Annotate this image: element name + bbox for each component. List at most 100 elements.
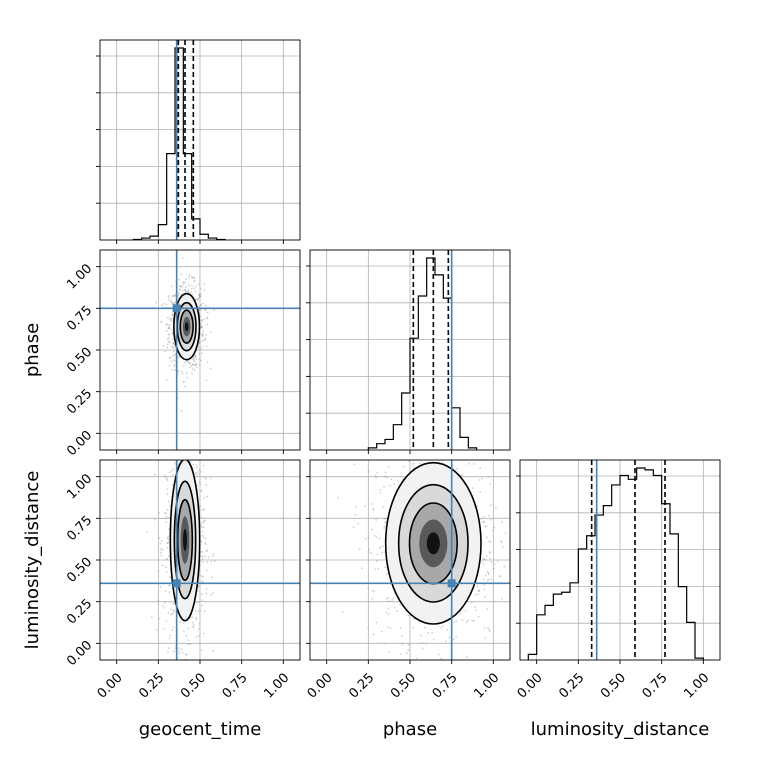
- sample-point: [171, 338, 174, 341]
- x-tick-label: 1.00: [261, 670, 292, 701]
- sample-point: [157, 512, 160, 515]
- sample-point: [161, 604, 164, 607]
- sample-point: [163, 474, 166, 477]
- sample-point: [199, 505, 201, 508]
- sample-point: [204, 543, 207, 546]
- sample-point: [406, 652, 408, 654]
- x-tick-label: 0.50: [598, 670, 629, 701]
- sample-point: [427, 631, 429, 634]
- sample-point: [178, 278, 181, 281]
- sample-point: [483, 563, 485, 566]
- sample-point: [188, 362, 191, 364]
- sample-point: [464, 610, 467, 613]
- sample-point: [181, 663, 183, 665]
- y-tick-label: 0.75: [64, 513, 95, 544]
- y-tick-label: 1.00: [64, 471, 95, 502]
- sample-point: [213, 559, 216, 562]
- sample-point: [172, 355, 174, 357]
- sample-point: [353, 463, 356, 466]
- sample-point: [511, 538, 513, 540]
- sample-point: [481, 561, 483, 564]
- sample-point: [182, 622, 185, 625]
- sample-point: [170, 320, 173, 323]
- sample-point: [388, 484, 391, 487]
- sample-point: [164, 589, 167, 592]
- sample-point: [200, 524, 202, 527]
- sample-point: [166, 343, 169, 346]
- sample-point: [204, 337, 207, 340]
- hist-panel-phase: [306, 249, 511, 454]
- sample-point: [524, 564, 526, 566]
- sample-point: [489, 541, 492, 543]
- sample-point: [161, 548, 164, 551]
- sample-point: [210, 331, 212, 334]
- sample-point: [169, 576, 171, 579]
- sample-point: [172, 342, 174, 345]
- sample-point: [179, 447, 181, 449]
- sample-point: [493, 563, 496, 566]
- hist-panel-geocent_time: [96, 39, 301, 244]
- sample-point: [161, 564, 164, 567]
- injection-marker: [172, 579, 181, 588]
- sample-point: [170, 360, 173, 363]
- histogram-phase: [367, 257, 478, 450]
- sample-point: [352, 526, 355, 528]
- sample-point: [168, 591, 171, 593]
- sample-point: [487, 626, 489, 629]
- sample-point: [195, 617, 198, 619]
- sample-point: [428, 453, 430, 455]
- sample-point: [488, 628, 490, 631]
- sample-point: [202, 345, 205, 347]
- sample-point: [209, 367, 212, 370]
- sample-point: [407, 649, 410, 651]
- histogram-luminosity_distance: [527, 467, 704, 660]
- sample-point: [419, 462, 421, 465]
- sample-point: [188, 431, 190, 433]
- x-tick-label: 0.00: [515, 670, 546, 701]
- injection-marker: [172, 304, 181, 313]
- sample-point: [168, 327, 171, 330]
- sample-point: [199, 315, 202, 318]
- sample-point: [467, 619, 470, 622]
- sample-point: [192, 357, 195, 360]
- sample-point: [206, 495, 208, 498]
- sample-point: [198, 309, 201, 312]
- x-tick-label: 1.00: [471, 670, 502, 701]
- sample-point: [430, 457, 432, 459]
- x-tick-label: 1.00: [681, 670, 712, 701]
- sample-point: [212, 592, 214, 595]
- sample-point: [178, 442, 180, 444]
- sample-point: [172, 452, 174, 454]
- sample-point: [180, 700, 182, 702]
- sample-point: [415, 657, 418, 660]
- x-axis-label-geocent_time: geocent_time: [139, 719, 262, 740]
- sample-point: [172, 609, 175, 612]
- sample-point: [179, 405, 181, 407]
- sample-point: [177, 291, 180, 294]
- sample-point: [191, 276, 194, 279]
- sample-point: [374, 568, 377, 570]
- sample-point: [468, 457, 470, 459]
- sample-point: [212, 553, 215, 555]
- sample-point: [200, 551, 202, 553]
- sample-point: [365, 434, 367, 436]
- sample-point: [200, 540, 203, 543]
- sample-point: [165, 303, 168, 306]
- sample-point: [376, 471, 379, 474]
- sample-point: [418, 416, 420, 418]
- sample-point: [488, 630, 491, 632]
- sample-point: [185, 278, 188, 281]
- sample-point: [499, 540, 502, 543]
- sample-point: [166, 557, 168, 560]
- sample-point: [372, 508, 375, 511]
- sample-point: [198, 352, 201, 355]
- sample-point: [425, 642, 428, 645]
- sample-point: [205, 333, 208, 336]
- sample-point: [187, 289, 190, 292]
- sample-point: [200, 322, 202, 325]
- sample-point: [501, 545, 504, 548]
- sample-point: [185, 451, 187, 453]
- sample-point: [456, 468, 459, 470]
- sample-point: [485, 555, 488, 558]
- sample-point: [195, 601, 198, 603]
